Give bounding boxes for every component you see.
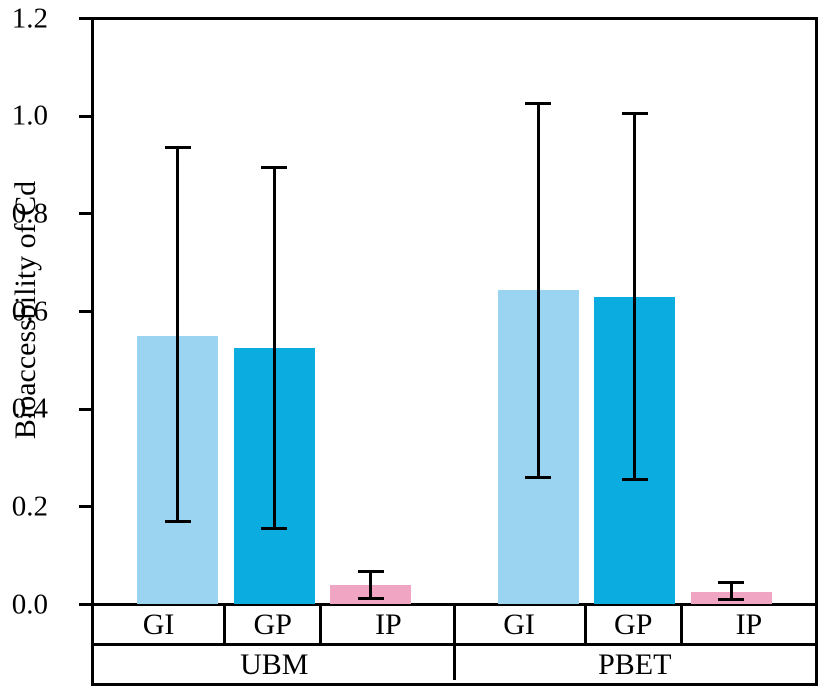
error-bar-cap (357, 597, 384, 601)
fraction-cells-ubm: GI GP IP (94, 606, 455, 643)
error-bar-whisker (369, 571, 372, 599)
fraction-label-ubm-ip: IP (375, 607, 402, 641)
y-tick-label: 0.4 (11, 392, 48, 425)
error-bar-cap (525, 476, 552, 480)
y-tick-label: 0.6 (11, 295, 48, 327)
error-bar-cap (718, 598, 744, 602)
error-bar-cap (164, 146, 191, 150)
error-bar-cap (525, 102, 552, 106)
fraction-label-pbet-gp: GP (587, 606, 683, 643)
fraction-label-ubm-gp: GP (226, 606, 323, 643)
error-bar-whisker (536, 103, 540, 478)
fraction-label-ubm-gi: GI (94, 606, 227, 643)
y-tick-label: 0.0 (11, 588, 48, 620)
error-bar-whisker (176, 147, 180, 522)
fraction-label-pbet-ip: IP (735, 607, 763, 641)
error-bar-whisker (272, 167, 276, 529)
y-tick-mark (79, 505, 91, 509)
y-tick-label: 0.2 (11, 490, 48, 523)
y-tick-mark (79, 17, 91, 20)
error-bar-cap (261, 527, 288, 531)
error-bar-cap (718, 581, 744, 585)
y-tick-mark (79, 212, 91, 216)
error-bar-cap (357, 569, 384, 573)
group-label-row: UBM PBET (94, 646, 815, 683)
y-tick-mark (79, 310, 91, 313)
fraction-cells-pbet: GI GP IP (455, 606, 816, 643)
error-bar-cap (261, 165, 288, 169)
fraction-label-pbet-gi: GI (455, 606, 587, 643)
y-tick-label: 1.0 (11, 99, 48, 132)
group-label-pbet: PBET (598, 647, 672, 681)
y-tick-mark (79, 603, 91, 606)
error-bar-whisker (633, 113, 637, 480)
error-bar-whisker (729, 582, 733, 600)
y-tick-mark (79, 407, 91, 411)
y-tick-mark (79, 114, 91, 118)
error-bar-cap (621, 478, 648, 482)
error-bar-cap (621, 112, 648, 116)
x-axis-table: GI GP IP GI GP IP UBM PBET (91, 606, 818, 686)
group-label-ubm: UBM (240, 647, 309, 681)
group-divider-line (452, 606, 456, 680)
error-bar-cap (164, 519, 191, 523)
y-tick-label: 1.2 (11, 2, 48, 34)
y-tick-label: 0.8 (11, 197, 48, 230)
